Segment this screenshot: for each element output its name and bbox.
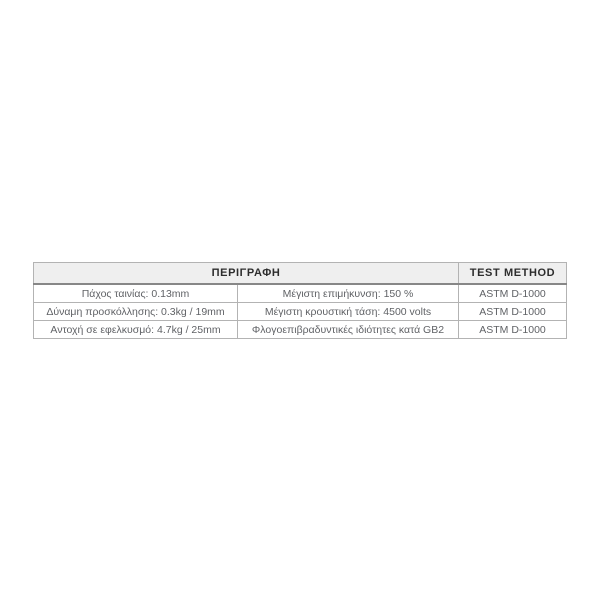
test-method-header: TEST METHOD: [458, 262, 568, 285]
test-method-cell: ASTM D-1000: [458, 302, 568, 321]
property-left-cell: Πάχος ταινίας: 0.13mm: [33, 283, 238, 303]
table-row: Δύναμη προσκόλλησης: 0.3kg / 19mm Μέγιστ…: [33, 302, 568, 321]
test-method-cell: ASTM D-1000: [458, 283, 568, 303]
test-method-cell: ASTM D-1000: [458, 320, 568, 339]
table-row: Πάχος ταινίας: 0.13mm Μέγιστη επιμήκυνση…: [33, 283, 568, 303]
property-left-cell: Δύναμη προσκόλλησης: 0.3kg / 19mm: [33, 302, 238, 321]
property-right-cell: Μέγιστη κρουστική τάση: 4500 volts: [236, 302, 460, 321]
property-right-cell: Μέγιστη επιμήκυνση: 150 %: [236, 283, 460, 303]
description-header: ΠΕΡΙΓΡΑΦΗ: [32, 262, 460, 285]
table-row: Αντοχή σε εφελκυσμό: 4.7kg / 25mm Φλογοε…: [33, 320, 568, 339]
spec-table-header-row: ΠΕΡΙΓΡΑΦΗ TEST METHOD: [32, 262, 568, 285]
property-right-cell: Φλογοεπιβραδυντικές ιδιότητες κατά GB2: [236, 320, 460, 339]
spec-table: ΠΕΡΙΓΡΑΦΗ TEST METHOD Πάχος ταινίας: 0.1…: [32, 262, 568, 339]
property-left-cell: Αντοχή σε εφελκυσμό: 4.7kg / 25mm: [33, 320, 238, 339]
